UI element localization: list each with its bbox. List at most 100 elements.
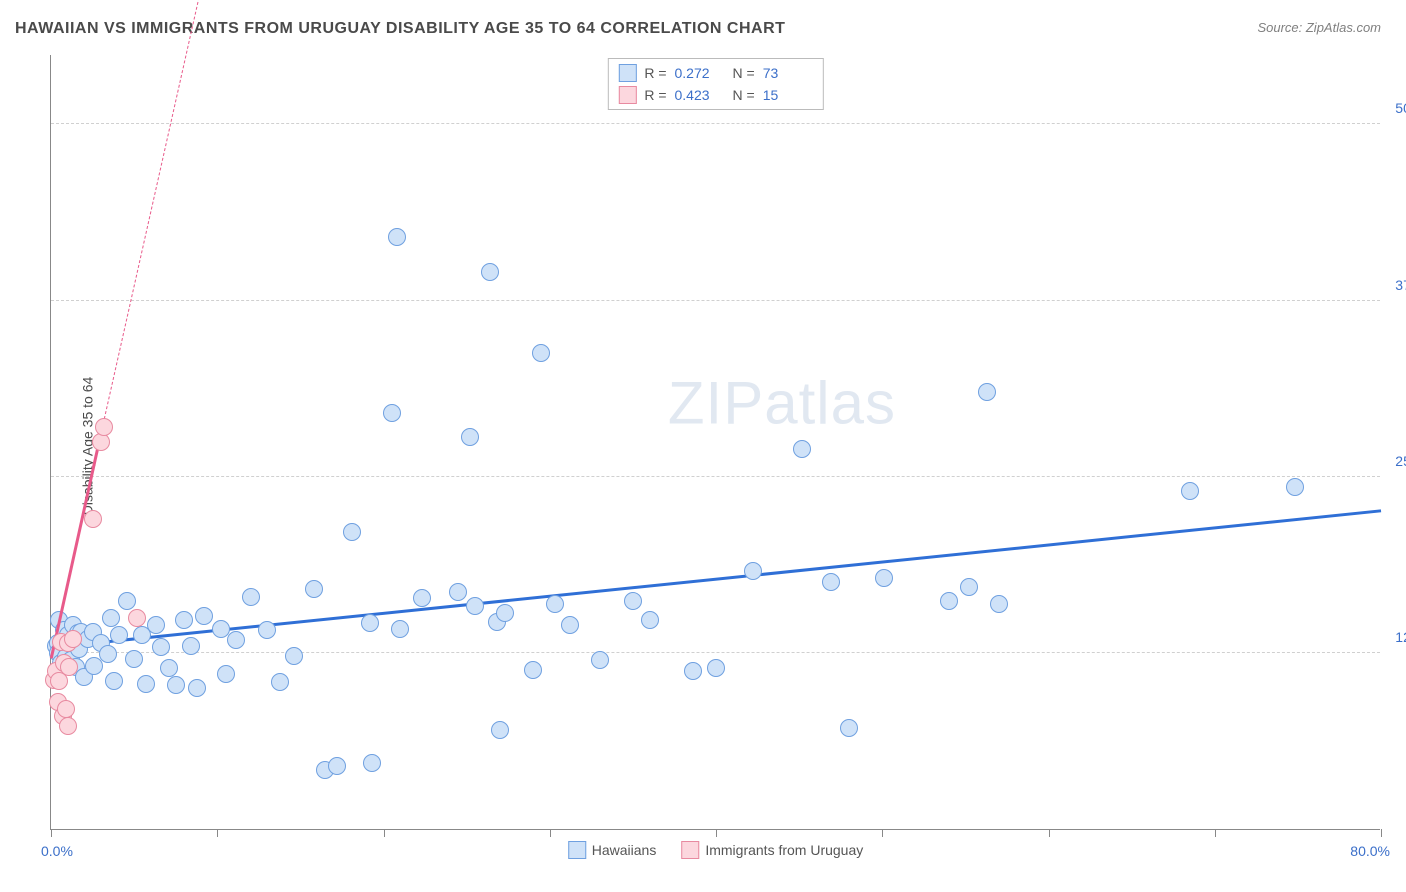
x-max-label: 80.0% bbox=[1350, 843, 1390, 859]
scatter-point bbox=[95, 418, 113, 436]
scatter-point bbox=[684, 662, 702, 680]
scatter-point bbox=[546, 595, 564, 613]
x-tick bbox=[384, 829, 385, 837]
r-value: 0.272 bbox=[675, 65, 725, 81]
scatter-point bbox=[60, 658, 78, 676]
stats-box: R = 0.272 N = 73 R = 0.423 N = 15 bbox=[607, 58, 823, 110]
scatter-point bbox=[641, 611, 659, 629]
x-tick bbox=[1215, 829, 1216, 837]
scatter-point bbox=[59, 717, 77, 735]
n-label: N = bbox=[733, 87, 755, 103]
scatter-point bbox=[118, 592, 136, 610]
scatter-point bbox=[182, 637, 200, 655]
scatter-point bbox=[361, 614, 379, 632]
gridline bbox=[51, 123, 1380, 124]
scatter-point bbox=[160, 659, 178, 677]
watermark: ZIPatlas bbox=[668, 369, 896, 438]
scatter-point bbox=[413, 589, 431, 607]
scatter-point bbox=[102, 609, 120, 627]
scatter-point bbox=[624, 592, 642, 610]
x-min-label: 0.0% bbox=[41, 843, 73, 859]
scatter-point bbox=[343, 523, 361, 541]
scatter-point bbox=[64, 630, 82, 648]
scatter-point bbox=[388, 228, 406, 246]
scatter-point bbox=[383, 404, 401, 422]
scatter-point bbox=[707, 659, 725, 677]
y-tick-label: 25.0% bbox=[1395, 453, 1406, 469]
scatter-point bbox=[875, 569, 893, 587]
r-label: R = bbox=[644, 87, 666, 103]
scatter-point bbox=[978, 383, 996, 401]
scatter-point bbox=[496, 604, 514, 622]
scatter-point bbox=[391, 620, 409, 638]
r-label: R = bbox=[644, 65, 666, 81]
chart-title: HAWAIIAN VS IMMIGRANTS FROM URUGUAY DISA… bbox=[15, 20, 785, 38]
scatter-point bbox=[137, 675, 155, 693]
scatter-point bbox=[363, 754, 381, 772]
scatter-point bbox=[105, 672, 123, 690]
scatter-point bbox=[57, 700, 75, 718]
scatter-point bbox=[128, 609, 146, 627]
y-tick-label: 12.5% bbox=[1395, 629, 1406, 645]
n-value: 15 bbox=[763, 87, 813, 103]
x-tick bbox=[882, 829, 883, 837]
scatter-point bbox=[188, 679, 206, 697]
scatter-point bbox=[84, 510, 102, 528]
scatter-point bbox=[195, 607, 213, 625]
legend-swatch bbox=[618, 86, 636, 104]
scatter-point bbox=[99, 645, 117, 663]
scatter-point bbox=[491, 721, 509, 739]
legend-item: Hawaiians bbox=[568, 841, 657, 859]
scatter-point bbox=[175, 611, 193, 629]
scatter-point bbox=[481, 263, 499, 281]
scatter-point bbox=[125, 650, 143, 668]
scatter-point bbox=[271, 673, 289, 691]
scatter-point bbox=[305, 580, 323, 598]
scatter-point bbox=[217, 665, 235, 683]
legend-label: Immigrants from Uruguay bbox=[705, 842, 863, 858]
scatter-point bbox=[152, 638, 170, 656]
stats-row: R = 0.423 N = 15 bbox=[618, 84, 812, 106]
gridline bbox=[51, 652, 1380, 653]
watermark-atlas: atlas bbox=[764, 370, 896, 437]
scatter-point bbox=[822, 573, 840, 591]
legend-swatch bbox=[618, 64, 636, 82]
scatter-point bbox=[591, 651, 609, 669]
scatter-point bbox=[110, 626, 128, 644]
plot-area: ZIPatlas 12.5%25.0%37.5%50.0%0.0%80.0%R … bbox=[50, 55, 1380, 830]
r-value: 0.423 bbox=[675, 87, 725, 103]
n-label: N = bbox=[733, 65, 755, 81]
scatter-point bbox=[1286, 478, 1304, 496]
x-tick bbox=[550, 829, 551, 837]
y-tick-label: 50.0% bbox=[1395, 100, 1406, 116]
x-tick bbox=[1049, 829, 1050, 837]
scatter-point bbox=[285, 647, 303, 665]
trend-line bbox=[100, 0, 234, 434]
legend-swatch bbox=[568, 841, 586, 859]
scatter-point bbox=[258, 621, 276, 639]
scatter-point bbox=[242, 588, 260, 606]
watermark-zip: ZIP bbox=[668, 370, 764, 437]
scatter-point bbox=[1181, 482, 1199, 500]
y-tick-label: 37.5% bbox=[1395, 277, 1406, 293]
stats-row: R = 0.272 N = 73 bbox=[618, 62, 812, 84]
scatter-point bbox=[328, 757, 346, 775]
x-tick bbox=[716, 829, 717, 837]
scatter-point bbox=[960, 578, 978, 596]
scatter-point bbox=[449, 583, 467, 601]
x-tick bbox=[1381, 829, 1382, 837]
legend-item: Immigrants from Uruguay bbox=[681, 841, 863, 859]
scatter-point bbox=[561, 616, 579, 634]
legend-swatch bbox=[681, 841, 699, 859]
x-tick bbox=[217, 829, 218, 837]
source-label: Source: ZipAtlas.com bbox=[1257, 20, 1381, 35]
gridline bbox=[51, 476, 1380, 477]
scatter-point bbox=[461, 428, 479, 446]
scatter-point bbox=[466, 597, 484, 615]
trend-line bbox=[51, 509, 1381, 648]
n-value: 73 bbox=[763, 65, 813, 81]
scatter-point bbox=[167, 676, 185, 694]
scatter-point bbox=[227, 631, 245, 649]
scatter-point bbox=[524, 661, 542, 679]
scatter-point bbox=[744, 562, 762, 580]
